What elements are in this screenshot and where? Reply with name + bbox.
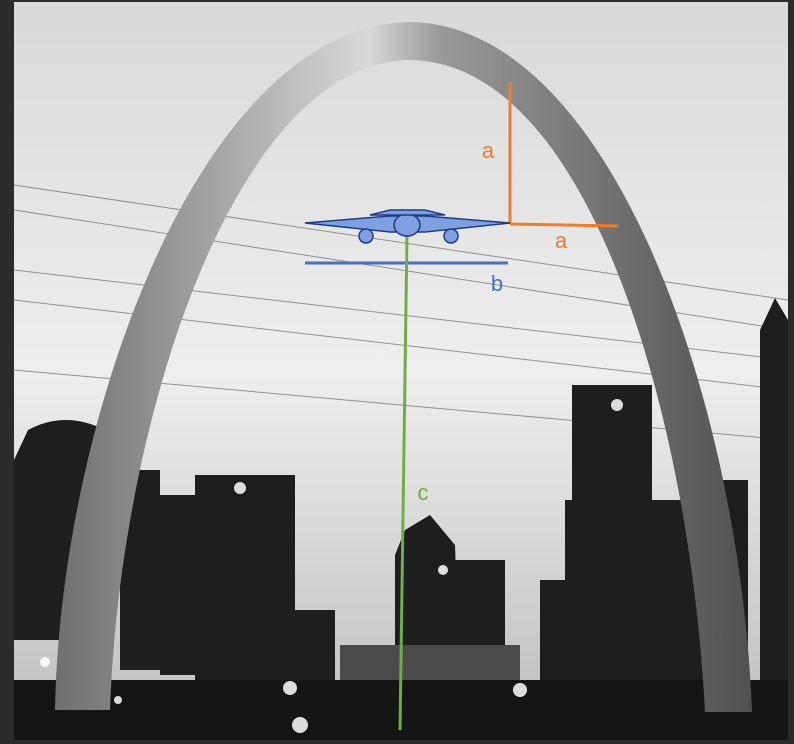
green-guide [398,233,409,731]
label-a-horizontal: a [555,228,568,253]
city-lights [40,399,623,733]
label-c: c [418,480,429,505]
label-a-vertical: a [482,138,495,163]
label-b: b [491,271,503,296]
airplane [304,209,511,244]
arch [55,22,752,712]
orange-guides [508,82,619,228]
